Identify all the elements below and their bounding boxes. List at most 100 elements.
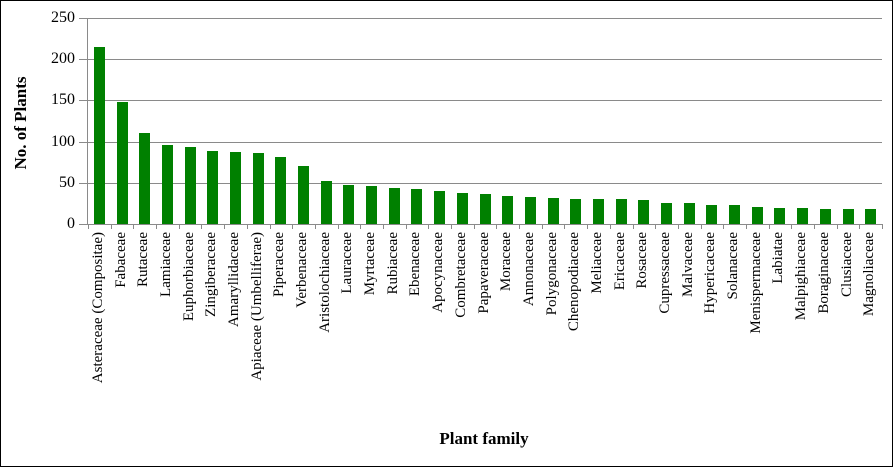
bar-slot [292,18,315,224]
x-tick [180,224,203,229]
x-tick-label: Zingiberaceae [203,232,220,317]
x-tick [271,224,294,229]
x-tick-label: Amaryllidaceae [225,232,242,327]
bar-slot [360,18,383,224]
bar-slot [156,18,179,224]
bar-slot [88,18,111,224]
bar-slot [859,18,882,224]
gridline-100 [88,141,882,143]
x-tick [89,224,112,229]
x-label-slot: Cupressaceae [654,232,677,314]
gridline-150 [88,100,882,102]
bar-Ebenaceae [411,189,423,224]
x-tick-label: Papaveraceae [475,232,492,314]
x-label-slot: Ericaceae [609,232,632,290]
x-tick [634,224,657,229]
bar-Asteraceae (Compositae) [93,46,105,224]
x-tick-label: Menispermaceae [747,232,764,334]
x-label-slot: Verbenaceae [291,232,314,308]
x-tick-label: Magnoliaceae [861,232,878,317]
x-tick-label: Apocynaceae [430,232,447,313]
x-label-slot: Boraginaceae [813,232,836,314]
bar-Hypericaceae [706,205,718,224]
x-tick-label: Annonaceae [520,232,537,307]
x-label-slot: Hypericaceae [700,232,723,314]
y-tick-label-50: 50 [59,173,75,191]
x-tick-label: Aristolochiaceae [316,232,333,333]
x-tick-label: Cupressaceae [657,232,674,314]
bar-slot [201,18,224,224]
x-tick-label: Chenopodiaceae [566,232,583,332]
bar-Verbenaceae [298,166,310,224]
x-tick [815,224,838,229]
x-tick-label: Rutaceae [135,232,152,287]
x-tick [724,224,747,229]
x-tick [588,224,611,229]
bar-slot [179,18,202,224]
bar-slot [315,18,338,224]
x-tick [293,224,316,229]
bar-Labiatae [774,207,786,224]
gridline-250 [88,18,882,19]
x-tick [770,224,793,229]
bar-slot [746,18,769,224]
x-tick [792,224,815,229]
x-label-slot: Magnoliaceae [858,232,881,316]
bar-slot [791,18,814,224]
bar-slot [769,18,792,224]
bars [88,18,882,224]
x-tick [361,224,384,229]
x-label-slot: Aristolochiaceae [314,232,337,333]
bar-slot [519,18,542,224]
bar-Lamiaceae [161,144,173,224]
x-tick-label: Lamiaceae [157,232,174,297]
x-tick-label: Combretaceae [452,232,469,318]
x-label-slot: Labiatae [768,232,791,284]
bar-Combretaceae [456,192,468,224]
bar-slot [655,18,678,224]
bar-slot [247,18,270,224]
bar-Malpighiaceae [797,207,809,224]
bar-Papaveraceae [479,194,491,224]
x-label-slot: Ebenaceae [405,232,428,296]
y-tick-100 [79,141,88,143]
x-tick [747,224,770,229]
x-label-slot: Lamiaceae [155,232,178,297]
bar-Zingiberaceae [207,150,219,224]
x-tick [656,224,679,229]
y-tick-label-0: 0 [67,215,75,232]
bar-slot [587,18,610,224]
bar-Rutaceae [139,133,151,224]
bar-Meliaceae [592,199,604,224]
x-tick-label: Piperaceae [271,232,288,297]
bar-slot [837,18,860,224]
x-axis-title: Plant family [439,429,529,448]
x-tick-labels: Asteraceae (Compositae) Fabaceae Rutaceae L… [87,232,881,383]
bar-Piperaceae [275,157,287,224]
x-label-slot: Euphorbiaceae [178,232,201,321]
x-label-slot: Moraceae [495,232,518,291]
x-label-slot: Myrtaceae [359,232,382,295]
x-tick-label: Moraceae [498,232,515,292]
bar-slot [474,18,497,224]
x-tick-label: Polygonaceae [543,232,560,316]
x-tick [407,224,430,229]
bar-Apiaceae (Umbelliferae) [252,153,264,224]
bar-Malvaceae [683,203,695,224]
bar-Rosaceae [638,200,650,224]
x-tick-label: Lauraceae [339,232,356,294]
x-tick-label: Malvaceae [679,232,696,297]
x-label-slot: Malpighiaceae [790,232,813,320]
x-tick [134,224,158,229]
y-tick-label-150: 150 [51,91,75,109]
x-tick-label: Fabaceae [112,232,129,288]
bar-Fabaceae [116,102,128,224]
x-label-slot: Zingiberaceae [200,232,223,317]
x-tick [679,224,702,229]
bar-Rubiaceae [388,187,400,224]
gridline-200 [88,59,882,61]
x-tick [475,224,498,229]
x-tick [112,224,135,229]
x-tick-label: Ericaceae [611,232,628,291]
